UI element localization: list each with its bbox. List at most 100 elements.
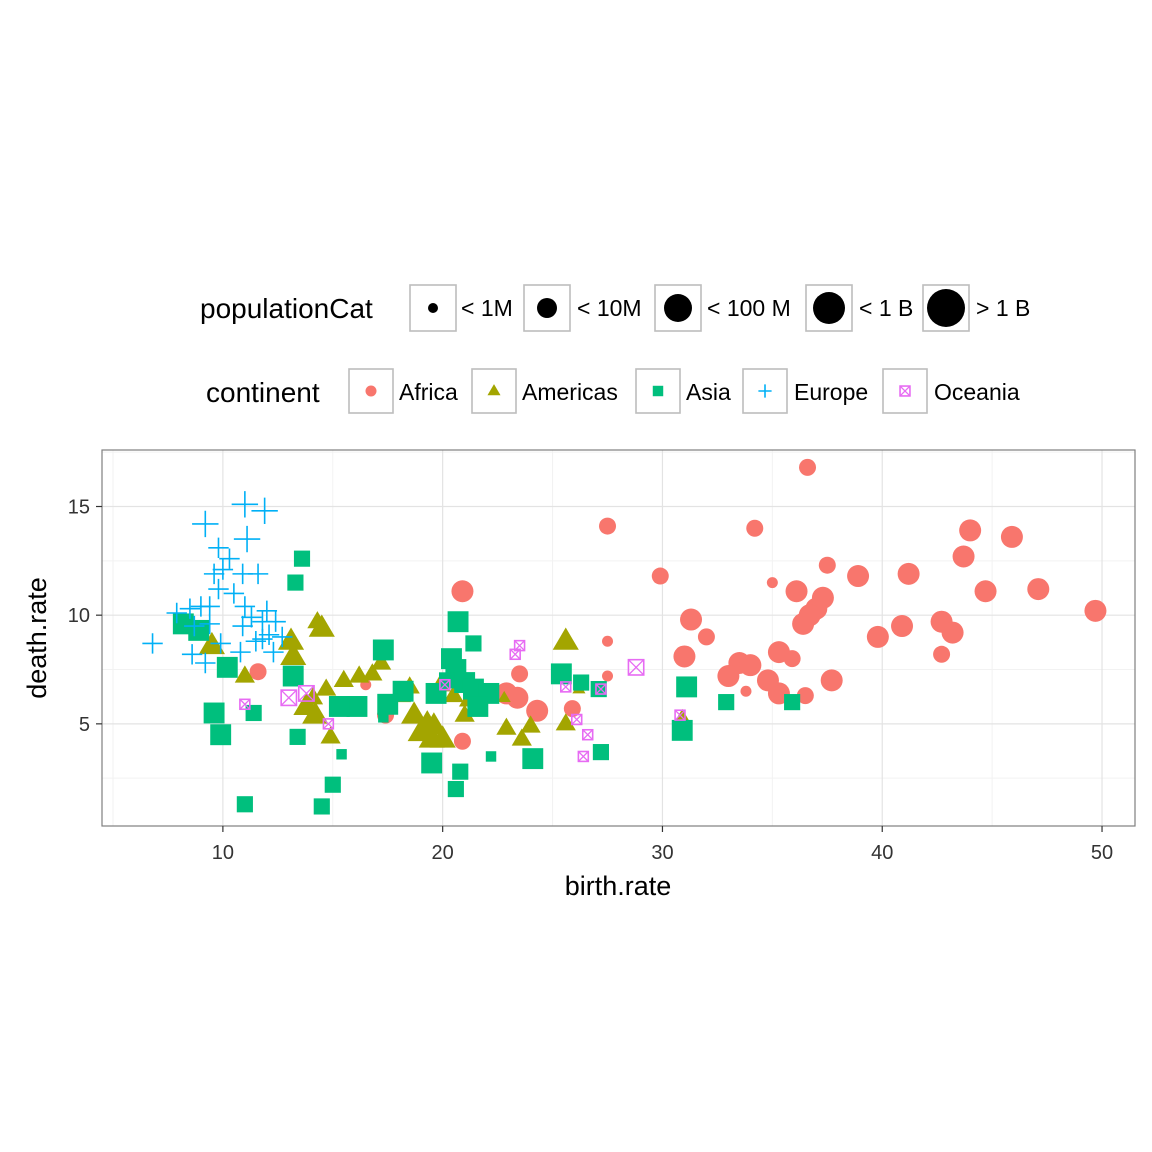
data-point <box>552 627 579 650</box>
data-point <box>307 611 328 629</box>
data-point <box>439 678 451 691</box>
y-tick-label: 10 <box>68 605 90 627</box>
data-point <box>784 694 801 711</box>
x-tick-label: 50 <box>1091 842 1113 864</box>
data-point <box>302 701 329 724</box>
data-point <box>249 663 267 681</box>
data-point <box>328 696 350 717</box>
data-point <box>346 696 368 717</box>
size-legend-item: < 1 B <box>805 284 913 332</box>
data-point <box>673 645 696 668</box>
data-point <box>362 663 383 681</box>
continent-legend: continent Africa Americas Asia Europe Oceani… <box>206 368 1020 414</box>
plot-panel <box>102 450 1135 826</box>
data-point <box>526 699 549 722</box>
data-point <box>210 633 231 654</box>
data-point <box>717 665 740 688</box>
data-point <box>236 796 253 813</box>
data-point <box>277 627 305 650</box>
series-oceania <box>239 639 686 763</box>
continent-legend-item: Asia <box>635 368 731 414</box>
data-point <box>219 548 240 569</box>
y-axis-title: death.rate <box>22 577 52 699</box>
data-point <box>223 583 245 604</box>
data-point <box>573 674 590 691</box>
data-point <box>820 669 843 692</box>
data-point <box>333 669 354 687</box>
data-point <box>203 702 225 724</box>
data-point <box>166 602 187 624</box>
size-legend-label: < 10M <box>577 295 642 321</box>
data-point <box>282 665 304 687</box>
data-point <box>577 750 590 763</box>
size-legend-label: < 1M <box>461 295 513 321</box>
data-point <box>818 556 836 574</box>
x-axis: 10 20 30 40 50 <box>212 826 1113 864</box>
data-point <box>718 694 735 711</box>
data-point <box>232 615 253 637</box>
data-point <box>485 751 497 762</box>
data-point <box>142 633 163 654</box>
data-point <box>316 678 337 696</box>
data-point <box>522 748 544 770</box>
data-point <box>265 611 286 632</box>
y-tick-label: 15 <box>68 497 90 519</box>
data-point <box>651 567 669 585</box>
continent-legend-label: Europe <box>794 379 868 405</box>
data-point <box>602 635 614 647</box>
size-legend-label: > 1 B <box>976 295 1030 321</box>
x-tick-label: 30 <box>651 842 673 864</box>
continent-legend-symbol <box>758 384 772 398</box>
data-point <box>506 686 529 709</box>
size-legend-label: < 100 M <box>707 295 791 321</box>
continent-legend-label: Asia <box>686 379 731 405</box>
data-point <box>181 644 203 665</box>
data-point <box>195 652 216 674</box>
x-axis-title: birth.rate <box>565 871 672 901</box>
size-legend-symbol <box>813 292 845 324</box>
data-point <box>739 654 762 677</box>
data-point <box>783 650 801 668</box>
data-point <box>184 615 205 637</box>
data-point <box>511 728 532 746</box>
data-point <box>320 726 341 744</box>
data-point <box>792 612 815 635</box>
size-legend-label: < 1 B <box>859 295 913 321</box>
data-point <box>671 719 693 741</box>
data-point <box>287 574 304 591</box>
data-point <box>420 712 447 735</box>
data-point <box>188 619 210 641</box>
size-legend-symbol <box>537 298 557 318</box>
data-point <box>230 641 251 663</box>
data-point <box>555 713 576 731</box>
data-point <box>509 648 521 661</box>
continent-legend-label: Africa <box>399 379 458 405</box>
size-legend-symbol <box>664 294 692 322</box>
data-point <box>599 517 617 535</box>
data-point <box>891 615 914 638</box>
data-point <box>697 628 715 646</box>
data-point <box>371 652 392 670</box>
data-point <box>465 635 482 652</box>
continent-legend-symbol <box>652 385 664 397</box>
data-point <box>212 559 234 580</box>
data-point <box>247 563 269 585</box>
data-point <box>563 700 581 718</box>
population-size-legend: populationCat < 1M < 10M < 100 M < 1 B > 1 B <box>200 284 1030 332</box>
data-point <box>796 687 814 705</box>
data-point <box>799 458 817 476</box>
data-point <box>451 580 474 603</box>
data-point <box>297 684 315 702</box>
data-point <box>322 718 335 730</box>
data-point <box>746 519 764 537</box>
data-point <box>550 663 572 685</box>
data-point <box>252 628 273 650</box>
data-point <box>443 684 464 703</box>
continent-legend-label: Oceania <box>934 379 1020 405</box>
continent-legend-symbol <box>899 385 911 397</box>
data-point <box>866 625 889 648</box>
size-legend-item: > 1 B <box>922 284 1030 332</box>
data-point <box>941 621 964 644</box>
data-point <box>289 728 306 745</box>
data-point <box>454 704 475 722</box>
